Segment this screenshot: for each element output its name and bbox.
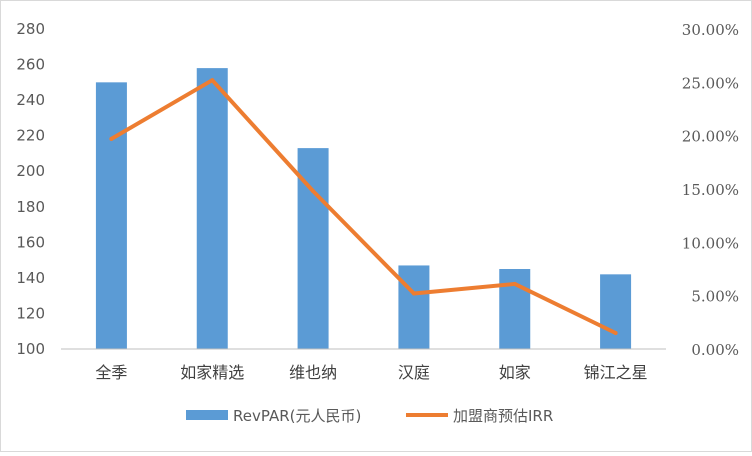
left-tick-label: 260 <box>16 56 45 74</box>
left-tick-label: 200 <box>16 162 45 180</box>
category-label: 汉庭 <box>398 363 430 382</box>
category-label: 维也纳 <box>289 363 337 382</box>
line-point <box>411 291 416 296</box>
line-point <box>109 136 114 141</box>
category-label: 如家精选 <box>180 363 244 382</box>
line-point <box>311 189 316 194</box>
right-tick-label: 20.00% <box>682 128 739 146</box>
category-labels: 全季 如家精选 维也纳 汉庭 如家 锦江之星 <box>95 363 647 382</box>
irr-line <box>109 78 618 335</box>
left-tick-label: 220 <box>16 127 45 145</box>
left-tick-label: 120 <box>16 304 45 322</box>
bar-series <box>95 68 632 349</box>
right-tick-label: 0.00% <box>691 341 739 359</box>
line-point <box>210 78 215 83</box>
bar <box>196 68 228 349</box>
left-tick-label: 280 <box>16 20 45 38</box>
left-tick-label: 240 <box>16 91 45 109</box>
category-label: 全季 <box>95 363 127 382</box>
line-point <box>512 281 517 286</box>
left-tick-label: 160 <box>16 233 45 251</box>
bar <box>95 82 127 349</box>
bar <box>499 269 531 349</box>
category-label: 如家 <box>499 363 531 382</box>
legend-bar-label: RevPAR(元人民币) <box>233 407 361 425</box>
line-point <box>613 331 618 335</box>
line-series <box>109 78 618 335</box>
right-tick-label: 15.00% <box>682 181 739 199</box>
bar <box>398 265 430 349</box>
right-tick-label: 10.00% <box>682 234 739 252</box>
right-axis-ticks: 0.00% 5.00% 10.00% 15.00% 20.00% 25.00% 30.00% <box>682 21 739 359</box>
right-tick-label: 5.00% <box>691 288 739 306</box>
legend-bar-swatch <box>186 410 228 420</box>
bar <box>600 274 632 349</box>
legend-line-label: 加盟商预估IRR <box>453 407 553 425</box>
left-tick-label: 140 <box>16 269 45 287</box>
left-axis-ticks: 100 120 140 160 180 200 220 240 260 280 <box>16 20 45 358</box>
category-label: 锦江之星 <box>584 363 648 382</box>
right-tick-label: 30.00% <box>682 21 739 39</box>
legend: RevPAR(元人民币) 加盟商预估IRR <box>186 407 553 425</box>
right-tick-label: 25.00% <box>682 74 739 92</box>
left-tick-label: 100 <box>16 340 45 358</box>
left-tick-label: 180 <box>16 198 45 216</box>
